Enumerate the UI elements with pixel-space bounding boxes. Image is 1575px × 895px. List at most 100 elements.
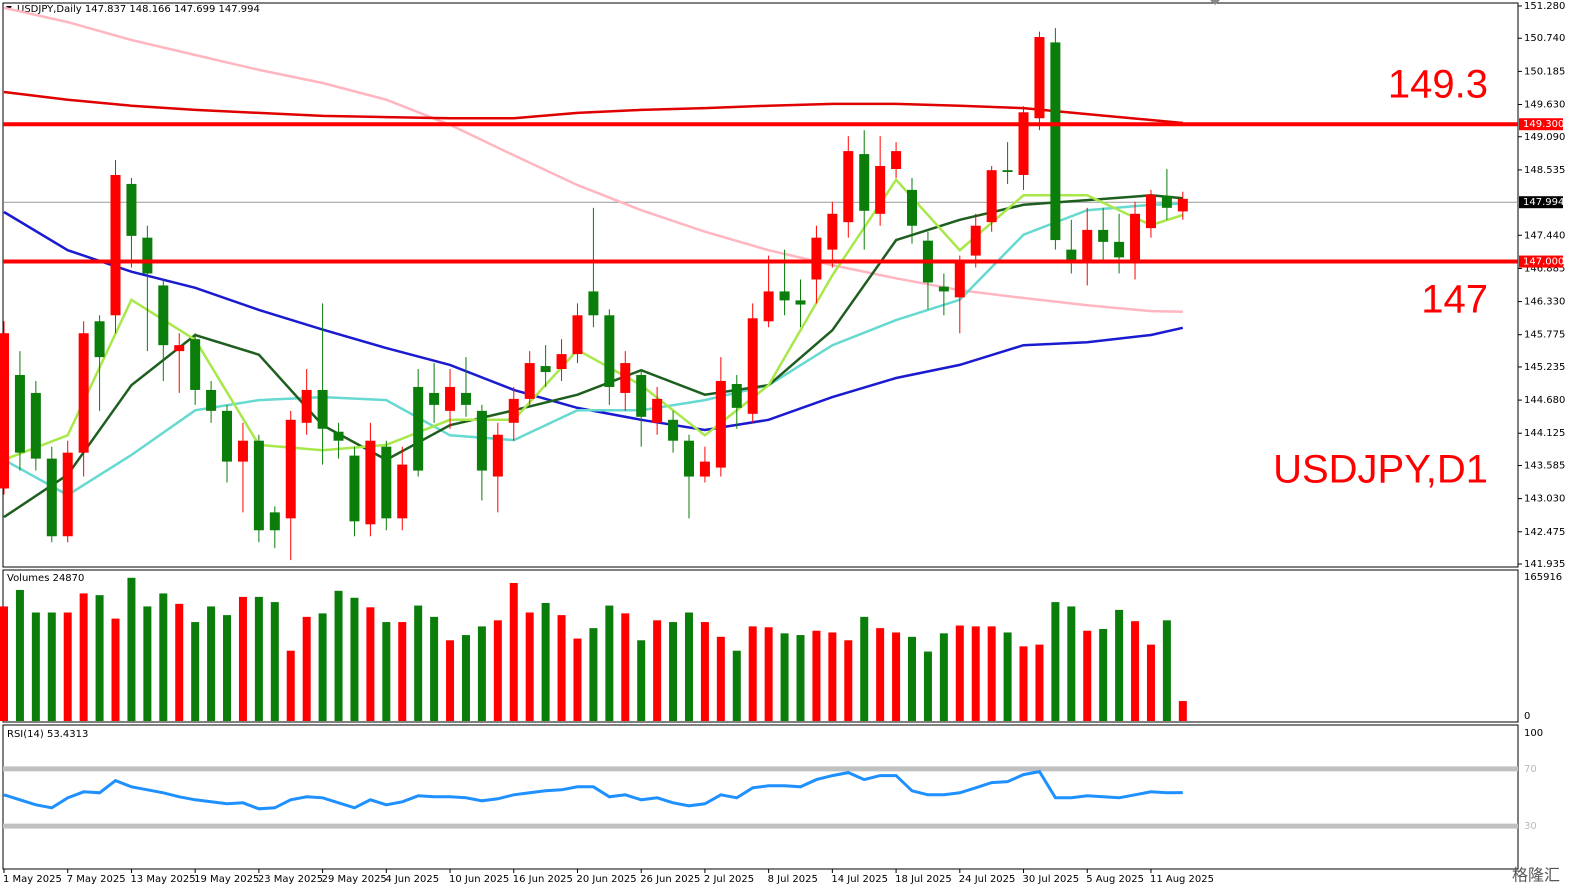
candle-body — [1145, 194, 1156, 229]
volume-bar — [732, 650, 741, 721]
candle-body — [938, 286, 949, 292]
candle-body — [365, 440, 376, 525]
volume-bar — [780, 633, 789, 721]
candle-body — [1130, 213, 1141, 262]
volume-bar — [207, 606, 216, 721]
volume-bar — [860, 616, 869, 721]
current-price-box — [1519, 196, 1563, 209]
y-tick-label: 148.535 — [1524, 165, 1565, 176]
candle-body — [94, 321, 105, 358]
candle-body — [875, 166, 886, 214]
volume-bar — [637, 640, 646, 721]
candle-body — [604, 315, 615, 387]
volume-bar — [111, 618, 120, 721]
moving-average — [3, 6, 1183, 313]
level-label-box — [1519, 255, 1563, 268]
volume-bar — [1003, 632, 1012, 721]
volume-bar — [1131, 621, 1140, 721]
volume-bar — [1178, 701, 1187, 721]
candle-body — [174, 345, 185, 352]
volume-bar — [191, 622, 200, 721]
y-tick-label: 143.030 — [1524, 494, 1565, 505]
candle-body — [190, 339, 201, 390]
y-tick-label: 145.235 — [1524, 362, 1565, 373]
candle-body — [683, 440, 694, 477]
volume-bar — [844, 640, 853, 721]
rsi-panel — [2, 724, 1519, 870]
volume-bar — [1083, 630, 1092, 721]
candle-body — [206, 389, 217, 411]
y-tick-label: 0 — [1524, 711, 1530, 722]
x-tick-label: 16 Jun 2025 — [513, 874, 573, 885]
candle-body — [731, 383, 742, 408]
x-tick-label: 2 Jul 2025 — [704, 874, 754, 885]
candle-body — [253, 440, 264, 531]
moving-average — [3, 210, 1184, 432]
y-tick-label: 147.440 — [1524, 230, 1565, 241]
candle-body — [285, 419, 296, 519]
volume-bar — [796, 635, 805, 721]
y-tick-label: 142.475 — [1524, 527, 1565, 538]
candle-body — [349, 455, 360, 522]
y-tick-label: 141.935 — [1524, 559, 1565, 570]
moving-average — [3, 90, 1183, 125]
volume-bar — [223, 615, 232, 721]
candle-body — [1082, 229, 1093, 262]
x-tick-label: 8 Jul 2025 — [768, 874, 818, 885]
annotation: USDJPY,D1 — [1273, 448, 1488, 492]
candle-body — [588, 291, 599, 316]
volume-bar — [541, 602, 550, 721]
x-tick-label: 30 Jul 2025 — [1023, 874, 1080, 885]
x-tick-label: 23 May 2025 — [258, 874, 323, 885]
chart-title: USDJPY,Daily 147.837 148.166 147.699 147… — [17, 4, 260, 15]
candle-body — [907, 189, 918, 226]
volume-bar — [398, 622, 407, 721]
y-tick-label: 146.330 — [1524, 297, 1565, 308]
volume-bar — [270, 602, 279, 721]
volume-bar — [605, 605, 614, 721]
volume-bar — [923, 651, 932, 721]
y-tick-label: 100 — [1524, 728, 1543, 739]
volume-bar — [828, 632, 837, 721]
candle-body — [540, 366, 551, 373]
volume-bar — [1035, 644, 1044, 721]
volume-bar — [493, 620, 502, 721]
candle-body — [1002, 170, 1013, 172]
x-tick-label: 5 Aug 2025 — [1086, 874, 1144, 885]
candle-body — [620, 363, 631, 393]
volume-bar — [159, 593, 168, 721]
rsi-title: RSI(14) 53.4313 — [7, 729, 88, 740]
candle-body — [413, 386, 424, 471]
candle-body — [397, 464, 408, 519]
volume-bar — [175, 603, 184, 721]
volume-bar — [31, 612, 40, 721]
y-tick-label: 30 — [1524, 821, 1537, 832]
volume-bar — [414, 605, 423, 721]
candle-body — [891, 151, 902, 170]
volume-bar — [764, 627, 773, 721]
candle-body — [524, 363, 535, 399]
candle-body — [556, 354, 567, 370]
x-tick-label: 24 Jul 2025 — [959, 874, 1016, 885]
shift-marker — [1210, 0, 1220, 5]
candle-body — [572, 315, 583, 355]
x-tick-label: 14 Jul 2025 — [831, 874, 888, 885]
candle-body — [429, 392, 440, 405]
volume-bar — [430, 616, 439, 721]
moving-average — [3, 202, 1183, 497]
volume-bar — [525, 612, 534, 721]
rsi-line — [3, 769, 1183, 811]
candle-body — [986, 170, 997, 223]
volume-bar — [557, 615, 566, 721]
candle-body — [0, 333, 9, 489]
candle-body — [843, 151, 854, 223]
candle-body — [699, 461, 710, 477]
candle-body — [1098, 229, 1109, 242]
x-tick-label: 10 Jun 2025 — [449, 874, 509, 885]
volume-bar — [669, 622, 678, 721]
volume-bar — [1115, 609, 1124, 721]
candle-body — [1066, 249, 1077, 263]
main-panel — [2, 2, 1519, 568]
volume-bar — [1162, 620, 1171, 721]
candle-body — [445, 386, 456, 411]
